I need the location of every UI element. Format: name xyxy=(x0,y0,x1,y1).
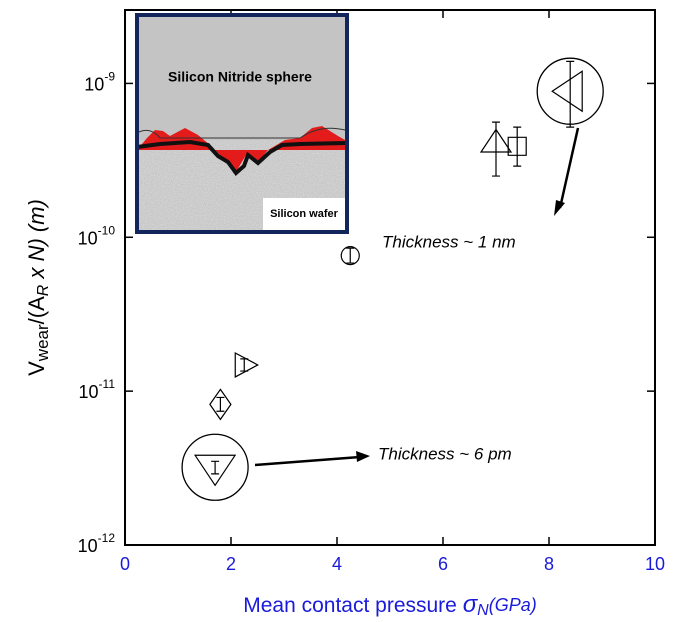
x-label-part: (GPa) xyxy=(489,595,537,615)
y-tick-label: 10-11 xyxy=(79,377,116,402)
y-label-part: V xyxy=(24,361,49,376)
y-tick-label: 10-12 xyxy=(78,531,116,556)
inset-label: Silicon Nitride sphere xyxy=(168,69,312,85)
x-tick-label: 6 xyxy=(438,554,448,574)
marker xyxy=(507,136,527,156)
annotation: Thickness ~ 6 pm xyxy=(378,444,512,463)
arrow-head xyxy=(356,451,370,462)
y-tick-base: 10 xyxy=(79,382,99,402)
y-label-part: x N) xyxy=(24,232,49,285)
x-label-part: N xyxy=(477,602,489,619)
y-label-part: wear xyxy=(33,324,52,362)
y-tick-exponent: -10 xyxy=(98,223,116,237)
plot-frame xyxy=(124,9,656,546)
error-bar xyxy=(346,247,355,264)
marker xyxy=(209,388,232,421)
y-tick-exponent: -12 xyxy=(98,531,116,545)
marker xyxy=(551,70,583,113)
y-tick-label: 10-10 xyxy=(78,223,116,248)
inset-frame xyxy=(135,13,349,234)
inset-image: Silicon Nitride sphere Silicon wafer xyxy=(135,13,349,234)
y-tick-base: 10 xyxy=(78,228,98,248)
x-tick-label: 8 xyxy=(544,554,554,574)
error-bar xyxy=(513,126,522,167)
marker xyxy=(234,351,260,378)
marker-ring xyxy=(181,433,249,501)
x-tick-label: 4 xyxy=(332,554,342,574)
y-label-part: /(A xyxy=(24,296,49,324)
marker xyxy=(340,246,360,266)
error-bar xyxy=(492,121,500,177)
error-bar xyxy=(211,460,220,475)
y-axis-label: Vwear/(AR x N) (m) xyxy=(24,199,53,376)
wafer-label-box xyxy=(263,198,345,230)
y-tick-base: 10 xyxy=(84,74,104,94)
y-tick-base: 10 xyxy=(78,536,98,556)
error-bar xyxy=(240,358,249,372)
y-label-part: R xyxy=(35,284,52,296)
marker xyxy=(193,454,237,487)
inset-label: Silicon wafer xyxy=(270,208,339,220)
x-tick-label: 10 xyxy=(645,554,665,574)
error-bar xyxy=(216,396,225,412)
y-tick-exponent: -9 xyxy=(104,70,115,84)
annotation-arrow xyxy=(558,127,580,209)
y-label-part: (m) xyxy=(24,199,49,232)
y-tick-exponent: -11 xyxy=(99,377,116,391)
sphere-edge xyxy=(136,127,346,139)
x-axis-label: Mean contact pressure σN(GPa) xyxy=(243,591,537,619)
annotation: Thickness ~ 1 nm xyxy=(382,232,516,251)
x-label-part: σ xyxy=(463,591,479,618)
error-bar xyxy=(566,60,575,128)
annotation-arrow xyxy=(254,455,361,467)
contact-profile xyxy=(136,139,346,176)
x-tick-label: 2 xyxy=(226,554,236,574)
arrow-head xyxy=(554,200,565,216)
x-tick-label: 0 xyxy=(120,554,130,574)
y-tick-label: 10-9 xyxy=(84,70,115,95)
x-label-part: Mean contact pressure xyxy=(243,594,462,617)
